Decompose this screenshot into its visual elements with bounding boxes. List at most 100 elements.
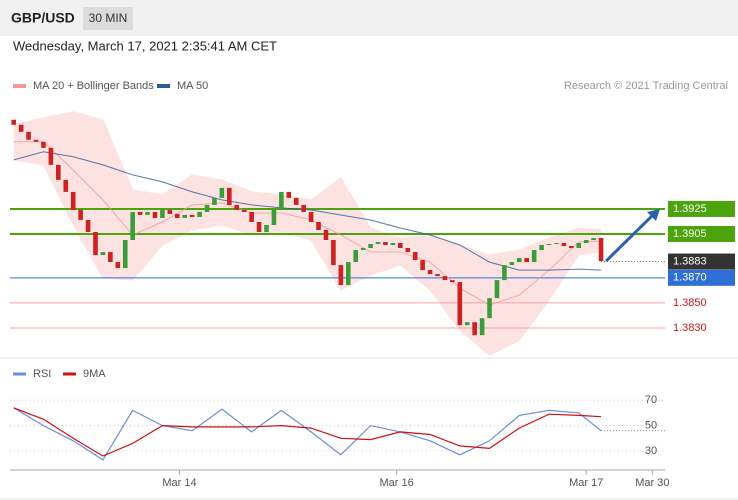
candle: [271, 209, 277, 225]
candle: [494, 280, 500, 299]
y-tick-label: 50: [645, 420, 657, 432]
bollinger-upper: [13, 111, 602, 256]
candle: [502, 265, 507, 281]
candle: [472, 322, 477, 336]
candle: [531, 250, 537, 263]
candle: [427, 270, 433, 275]
candle: [212, 197, 217, 205]
symbol: GBP/USD: [11, 10, 75, 26]
candle: [338, 265, 344, 286]
candle: [219, 187, 225, 198]
candle: [115, 262, 121, 269]
candle: [93, 231, 98, 256]
credit: Research © 2021 Trading Central: [564, 80, 728, 92]
candle: [450, 280, 455, 283]
candle: [293, 197, 299, 205]
level-box: [668, 269, 735, 286]
candle: [412, 252, 418, 261]
interval-box[interactable]: [83, 7, 133, 30]
candle: [108, 252, 113, 263]
candle: [85, 219, 91, 232]
candle: [182, 214, 188, 218]
candle: [301, 204, 306, 212]
candle: [152, 211, 158, 218]
legend-label: MA 50: [177, 80, 208, 92]
candle: [464, 322, 470, 326]
candle: [591, 238, 596, 241]
x-tick-label: Mar 17: [569, 477, 603, 489]
candle: [63, 179, 69, 192]
level-box: [668, 200, 735, 217]
candle: [554, 243, 559, 245]
bollinger-lower: [13, 159, 602, 356]
candle: [368, 244, 373, 249]
candle: [41, 141, 46, 148]
candle: [353, 250, 359, 263]
candle: [26, 131, 31, 140]
candle: [375, 242, 381, 245]
candle: [48, 147, 54, 165]
projection-arrowhead: [647, 208, 660, 221]
candle: [487, 298, 492, 319]
candle: [524, 258, 530, 263]
x-tick-label: Mar 16: [379, 477, 413, 489]
indicator-line: [13, 407, 602, 461]
candle: [398, 243, 403, 249]
candle: [316, 221, 321, 230]
level-box: [668, 226, 735, 242]
candle: [509, 262, 515, 266]
candle: [18, 124, 24, 132]
candle: [576, 243, 582, 249]
candle: [561, 243, 567, 247]
ma-line: [13, 151, 602, 271]
candle: [279, 191, 284, 210]
legend-label: 9MA: [83, 368, 106, 380]
y-tick-label: 30: [645, 445, 657, 457]
candle: [234, 204, 240, 210]
candle: [598, 238, 604, 262]
level-label: 1.3905: [673, 228, 707, 240]
candle: [331, 240, 336, 266]
candle: [539, 245, 544, 251]
candle: [390, 243, 396, 246]
interval[interactable]: 30 MIN: [89, 11, 128, 25]
candle: [174, 213, 180, 218]
candle: [286, 191, 292, 198]
candle: [11, 119, 17, 125]
candle: [442, 276, 448, 281]
candle: [33, 139, 39, 142]
candle: [204, 204, 210, 212]
date: Wednesday, March 17, 2021 2:35:41 AM CET: [13, 38, 277, 53]
candle: [56, 164, 61, 180]
candle: [241, 209, 247, 212]
candle: [189, 214, 195, 217]
level-label: 1.3870: [673, 272, 707, 284]
candle: [100, 252, 106, 256]
candle: [70, 191, 76, 210]
candle: [256, 221, 262, 232]
candle: [479, 318, 485, 336]
candle: [122, 240, 128, 269]
candle: [360, 248, 366, 251]
candle: [227, 187, 232, 205]
level-label: 1.3850: [673, 297, 707, 309]
candle: [435, 274, 440, 277]
candle: [457, 282, 463, 326]
candle: [264, 224, 269, 232]
candle: [405, 248, 411, 253]
candle: [145, 211, 150, 215]
candle: [583, 240, 589, 244]
candle: [167, 209, 173, 214]
legend-label: RSI: [33, 368, 51, 380]
y-tick-label: 70: [645, 394, 657, 406]
candle: [546, 244, 552, 246]
candle: [137, 211, 143, 215]
x-tick-label: Mar 14: [162, 477, 196, 489]
candle: [516, 258, 522, 263]
candle: [78, 209, 83, 220]
level-label: 1.3830: [673, 322, 707, 334]
candle: [345, 262, 351, 286]
candle: [197, 211, 202, 217]
projection-arrow: [605, 212, 656, 263]
